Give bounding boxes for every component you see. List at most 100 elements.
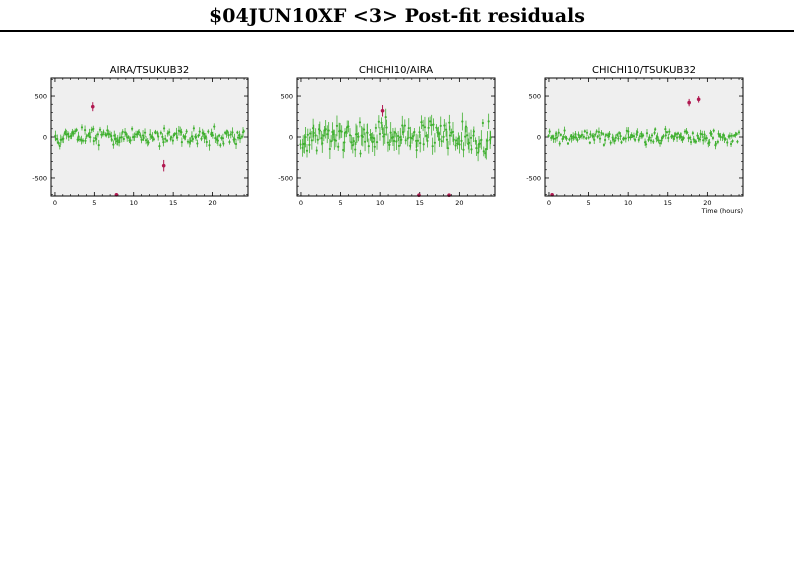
residual-point <box>708 141 711 144</box>
residual-point <box>444 128 448 131</box>
residual-point <box>171 139 174 142</box>
residual-point <box>367 144 370 148</box>
residual-point <box>204 135 207 138</box>
residual-point <box>576 138 579 142</box>
residual-point <box>432 123 435 126</box>
residual-point <box>671 135 674 138</box>
residual-point <box>656 135 659 139</box>
x-tick-label: 0 <box>547 199 551 207</box>
residual-point <box>420 121 423 124</box>
residual-point <box>71 131 74 134</box>
residual-point <box>227 134 230 137</box>
residual-point <box>593 138 596 141</box>
residual-point <box>347 125 350 128</box>
residual-point <box>312 131 315 135</box>
residual-point <box>654 128 657 131</box>
residual-point <box>719 135 722 138</box>
residual-point <box>337 145 340 148</box>
residual-point <box>211 134 214 137</box>
residual-point <box>196 142 199 145</box>
residual-point <box>236 131 239 134</box>
residual-point <box>162 140 165 144</box>
residual-point <box>462 148 465 151</box>
residual-point <box>195 136 198 139</box>
y-tick-label: -500 <box>278 174 293 182</box>
residual-point <box>454 139 458 142</box>
residual-point <box>388 143 391 146</box>
residual-point <box>385 126 388 129</box>
residual-point <box>72 132 75 135</box>
residual-point <box>338 129 342 132</box>
residual-point <box>589 133 592 136</box>
residual-point <box>561 137 564 141</box>
residual-point <box>342 148 345 152</box>
residual-point <box>609 141 612 144</box>
residual-point <box>176 136 179 139</box>
residual-point <box>406 137 409 140</box>
residual-point <box>588 141 591 144</box>
residual-point <box>314 134 317 137</box>
residual-point <box>54 134 57 137</box>
residual-point <box>431 145 434 148</box>
residual-point <box>403 124 406 127</box>
residual-point <box>467 141 471 144</box>
residual-point <box>226 130 229 133</box>
residual-point <box>140 138 143 141</box>
residual-point <box>404 139 407 142</box>
residual-point <box>151 135 154 139</box>
residual-point <box>554 137 557 140</box>
residual-point <box>391 135 395 139</box>
residual-point <box>120 136 123 139</box>
residual-point <box>95 137 98 141</box>
residual-point <box>203 136 206 140</box>
residual-point <box>221 137 225 140</box>
residual-point <box>698 138 702 141</box>
residual-point <box>81 139 85 142</box>
panel-title: CHICHI10/TSUKUB32 <box>592 65 696 76</box>
residual-point <box>142 136 145 140</box>
residual-point <box>547 134 550 137</box>
residual-point <box>562 135 565 138</box>
residual-point <box>731 139 734 143</box>
outlier-point <box>380 108 385 113</box>
residual-point <box>470 148 473 151</box>
residual-point <box>401 124 404 127</box>
residual-point <box>330 140 333 143</box>
x-tick-label: 10 <box>130 199 138 207</box>
residual-point <box>114 137 117 141</box>
residual-point <box>448 121 451 124</box>
residual-point <box>689 140 693 144</box>
residual-point <box>207 130 210 133</box>
residual-point <box>714 142 717 145</box>
residual-point <box>611 138 615 141</box>
residual-point <box>563 129 566 132</box>
residual-point <box>469 136 473 139</box>
residual-point <box>64 130 67 133</box>
residual-point <box>596 135 599 138</box>
residual-point <box>75 128 78 132</box>
residual-point <box>219 144 222 147</box>
residual-point <box>633 138 637 141</box>
residual-point <box>407 126 410 130</box>
residual-point <box>218 134 221 137</box>
residual-point <box>102 131 105 134</box>
residual-point <box>464 125 468 128</box>
residual-point <box>437 132 440 135</box>
residual-point <box>56 137 59 141</box>
residual-point <box>180 141 183 144</box>
residual-point <box>108 133 111 136</box>
residual-point <box>587 136 590 139</box>
x-tick-label: 20 <box>208 199 216 207</box>
residual-point <box>415 149 418 152</box>
plot-area <box>51 78 248 196</box>
residual-point <box>662 135 665 138</box>
residual-point <box>421 124 425 127</box>
residual-point <box>110 138 113 141</box>
residual-point <box>373 145 376 148</box>
residual-point <box>162 127 166 130</box>
title-divider <box>0 30 794 32</box>
residual-point <box>600 131 603 135</box>
residual-point <box>222 142 225 145</box>
residual-point <box>173 133 176 136</box>
residual-point <box>343 141 346 144</box>
